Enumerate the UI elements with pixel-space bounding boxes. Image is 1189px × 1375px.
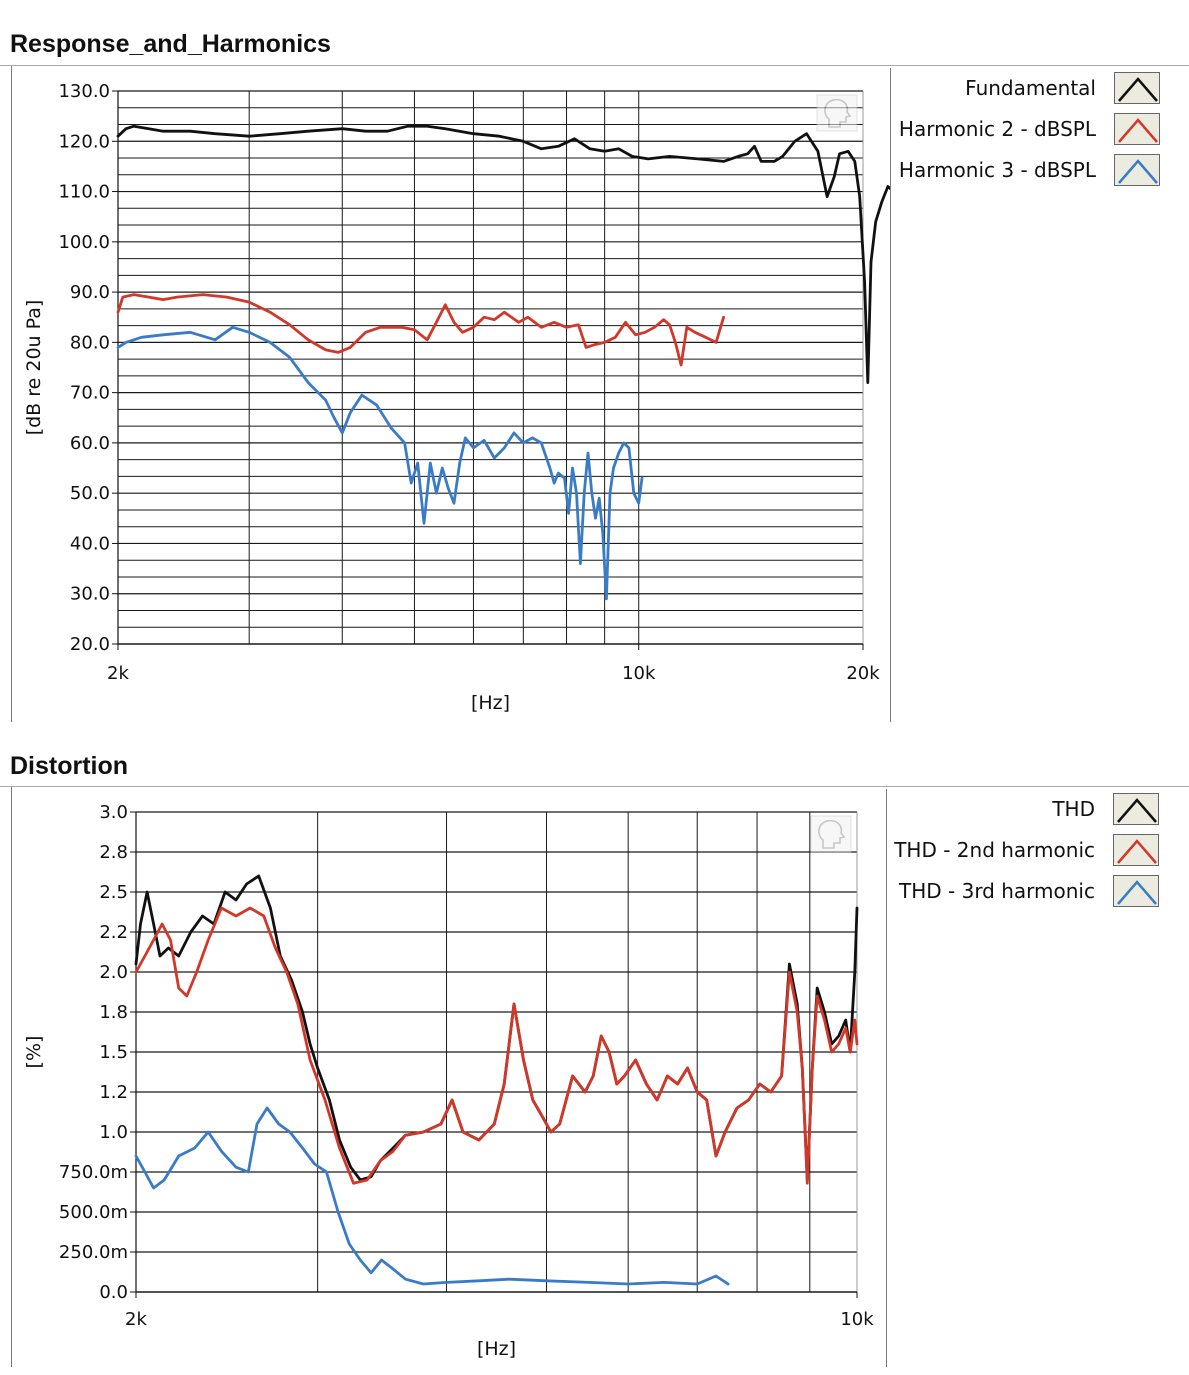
panel-divider-response (890, 68, 891, 722)
legend-item-thd-2nd[interactable]: THD - 2nd harmonic (894, 832, 1159, 868)
plot-area (118, 91, 863, 644)
chart-title-response: Response_and_Harmonics (10, 30, 331, 58)
y-tick-label: 250.0m (59, 1242, 128, 1263)
watermark-head-icon (810, 815, 852, 853)
x-tick-label: 10k (840, 1309, 874, 1330)
panel-left-border-distortion (11, 787, 12, 1367)
legend-label: Harmonic 2 - dBSPL (898, 117, 1096, 141)
y-tick-label: 0.0 (99, 1282, 128, 1303)
legend-distortion: THD THD - 2nd harmonic THD - 3rd harmoni… (894, 791, 1159, 921)
y-tick-label: 80.0 (70, 332, 110, 353)
legend-swatch-icon[interactable] (1114, 113, 1160, 145)
legend-item-harmonic-3[interactable]: Harmonic 3 - dBSPL (899, 152, 1160, 188)
legend-item-fundamental[interactable]: Fundamental (965, 70, 1160, 106)
chart-title-distortion: Distortion (10, 752, 129, 780)
legend-label: THD - 2nd harmonic (894, 838, 1095, 862)
y-tick-label: 2.5 (99, 882, 128, 903)
y-tick-label: 70.0 (70, 383, 110, 404)
x-tick-label: 2k (107, 663, 129, 684)
x-tick-label: 10k (622, 663, 656, 684)
series-line-3 (116, 325, 644, 601)
series-line-3 (134, 1106, 730, 1286)
x-axis-label: [Hz] (471, 692, 510, 714)
y-tick-label: 110.0 (58, 182, 110, 203)
legend-item-thd[interactable]: THD (1052, 791, 1159, 827)
y-tick-label: 30.0 (70, 584, 110, 605)
series-line-2 (116, 293, 725, 367)
legend-swatch-icon[interactable] (1114, 154, 1160, 186)
y-tick-label: 1.0 (99, 1122, 128, 1143)
legend-label: Harmonic 3 - dBSPL (898, 158, 1096, 182)
series-line-1 (116, 124, 890, 385)
plot-distortion: 3.0 2.8 2.5 2.2 2.0 1.8 1.5 1.2 1.0 750.0m 500.0m 2… (23, 802, 874, 1360)
legend-item-harmonic-2[interactable]: Harmonic 2 - dBSPL (899, 111, 1160, 147)
legend-label: Fundamental (965, 76, 1096, 100)
y-tick-label: 20.0 (70, 634, 110, 655)
legend-swatch-icon[interactable] (1113, 834, 1159, 866)
y-tick-label: 2.8 (99, 842, 128, 863)
y-tick-label: 1.5 (99, 1042, 128, 1063)
panel-left-border-response (11, 66, 12, 722)
panel-divider-distortion (886, 789, 887, 1367)
y-tick-label: 3.0 (99, 802, 128, 823)
legend-response: Fundamental Harmonic 2 - dBSPL Harmonic … (899, 70, 1160, 200)
watermark-head-icon (816, 94, 858, 132)
x-tick-label: 2k (125, 1309, 147, 1330)
plot-response: 130.0 120.0 110.0 100.0 90.0 80.0 70.0 60.0 50.0… (23, 81, 890, 714)
y-tick-label: 2.2 (99, 922, 128, 943)
legend-swatch-icon[interactable] (1113, 793, 1159, 825)
section-rule-response (0, 65, 1189, 66)
legend-label: THD (1052, 797, 1095, 821)
x-axis-label: [Hz] (477, 1338, 516, 1360)
y-tick-label: 750.0m (59, 1162, 128, 1183)
y-axis-label: [dB re 20u Pa] (23, 300, 45, 436)
y-tick-label: 1.2 (99, 1082, 128, 1103)
legend-swatch-icon[interactable] (1114, 72, 1160, 104)
legend-label: THD - 3rd harmonic (899, 879, 1095, 903)
legend-swatch-icon[interactable] (1113, 875, 1159, 907)
section-rule-distortion (0, 786, 1189, 787)
y-tick-label: 40.0 (70, 533, 110, 554)
y-tick-label: 2.0 (99, 962, 128, 983)
legend-item-thd-3rd[interactable]: THD - 3rd harmonic (899, 873, 1159, 909)
x-tick-label: 20k (846, 663, 880, 684)
y-tick-label: 500.0m (59, 1202, 128, 1223)
y-tick-label: 90.0 (70, 282, 110, 303)
series-line-2 (134, 906, 859, 1185)
y-tick-label: 100.0 (58, 232, 110, 253)
y-tick-label: 50.0 (70, 483, 110, 504)
y-tick-label: 60.0 (70, 433, 110, 454)
y-axis-label: [%] (23, 1036, 45, 1069)
y-tick-label: 1.8 (99, 1002, 128, 1023)
y-tick-label: 130.0 (58, 81, 110, 102)
y-tick-label: 120.0 (58, 131, 110, 152)
